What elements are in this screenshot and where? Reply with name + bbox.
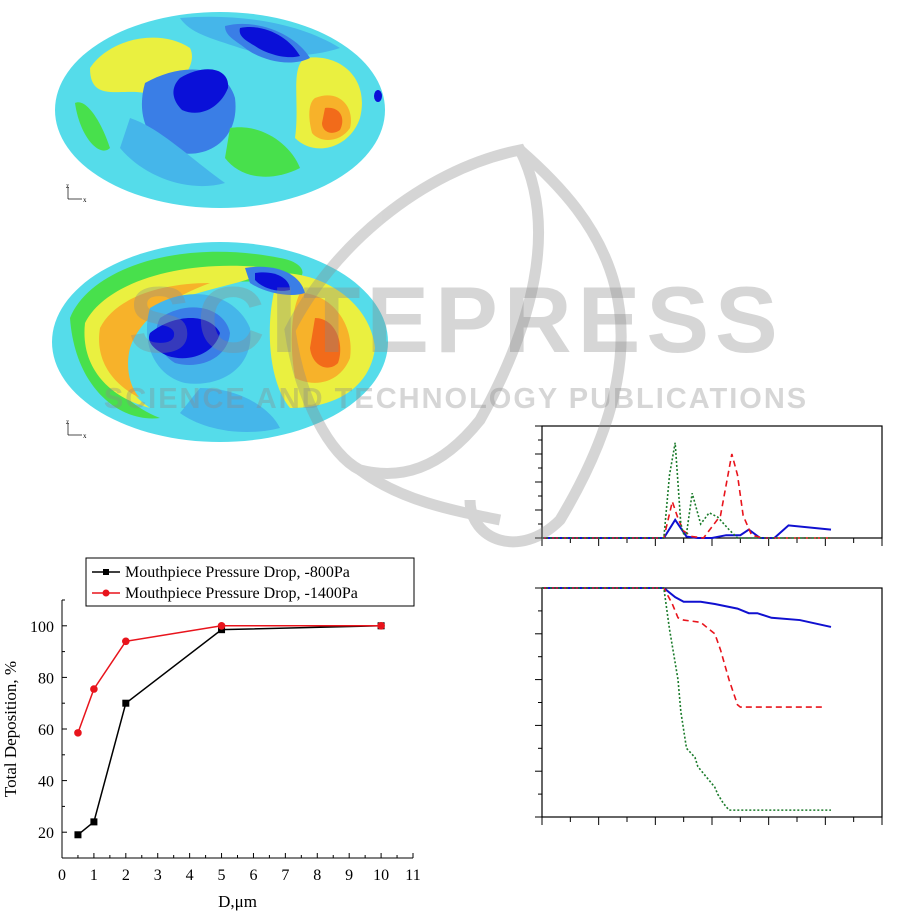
data-point xyxy=(90,685,98,693)
x-tick-label: 6 xyxy=(249,867,257,884)
contour-region-deep-blue xyxy=(374,90,382,102)
data-point xyxy=(74,729,82,737)
contour-plot-1 xyxy=(55,12,385,208)
data-point xyxy=(122,699,130,707)
legend-box xyxy=(85,557,415,607)
axis-triad-2: z x xyxy=(66,418,87,440)
contour-region-orange xyxy=(99,283,210,398)
x-tick-label: 8 xyxy=(313,867,321,884)
data-point xyxy=(218,626,226,634)
contour-region-deep-blue xyxy=(173,69,229,113)
y-tick-label: 80 xyxy=(38,670,54,687)
data-point xyxy=(377,622,385,630)
data-point xyxy=(74,831,82,839)
contour-region-red-orange xyxy=(310,318,341,368)
x-axis-label: D,μm xyxy=(218,892,257,911)
data-point xyxy=(90,818,98,826)
legend-label: Mouthpiece Pressure Drop, -1400Pa xyxy=(125,585,358,602)
legend-marker xyxy=(103,569,109,575)
axis-triad-x-label: x xyxy=(83,196,87,204)
x-tick-label: 3 xyxy=(154,867,162,884)
plot-frame xyxy=(541,425,883,539)
x-tick-label: 7 xyxy=(281,867,289,884)
contour-region-light-blue xyxy=(120,118,225,187)
plot-frame xyxy=(541,587,883,818)
x-tick-label: 11 xyxy=(405,867,420,884)
y-tick-label: 100 xyxy=(30,619,54,636)
y-tick-label: 60 xyxy=(38,722,54,739)
y-tick-label: 40 xyxy=(38,774,54,791)
x-tick-label: 0 xyxy=(58,867,66,884)
y-tick-label: 20 xyxy=(38,825,54,842)
contour-region-deep-blue xyxy=(148,318,220,359)
contour-region-red-orange xyxy=(322,107,343,133)
axis-triad-z-label: z xyxy=(66,182,69,190)
legend-marker xyxy=(102,589,110,597)
data-point xyxy=(122,637,130,646)
x-tick-label: 9 xyxy=(345,867,353,884)
deposition-fraction-chart xyxy=(535,425,883,546)
total-deposition-chart: 0 1 2 3 4 5 6 7 8 9 10 11 20 40 60 80 100 D,μm Total Depos… xyxy=(1,557,421,911)
cumulative-fraction-chart xyxy=(535,587,883,825)
data-point xyxy=(217,622,226,630)
contour-region-deep-blue xyxy=(239,27,300,58)
series-line xyxy=(542,453,831,539)
contour-plot-2 xyxy=(52,242,388,442)
contour-region-green xyxy=(75,102,110,151)
axis-triad-z-label: z xyxy=(66,418,69,426)
y-axis-label: Total Deposition, % xyxy=(1,661,20,797)
axis-triad-1: z x xyxy=(66,182,87,204)
legend-label: Mouthpiece Pressure Drop, -800Pa xyxy=(125,564,350,581)
contour-region-deep-blue xyxy=(255,272,290,291)
series-line xyxy=(542,587,832,628)
series-line xyxy=(77,625,382,836)
x-tick-label: 2 xyxy=(122,867,130,884)
series-line xyxy=(542,587,826,708)
x-tick-label: 1 xyxy=(90,867,98,884)
x-tick-label: 5 xyxy=(218,867,226,884)
contour-region-light-blue xyxy=(180,388,280,433)
x-tick-label: 4 xyxy=(186,867,194,884)
axis-triad-x-label: x xyxy=(83,432,87,440)
x-tick-label: 10 xyxy=(373,867,389,884)
series-line xyxy=(542,442,831,539)
series-line xyxy=(542,587,831,811)
contour-region-green xyxy=(225,127,300,177)
